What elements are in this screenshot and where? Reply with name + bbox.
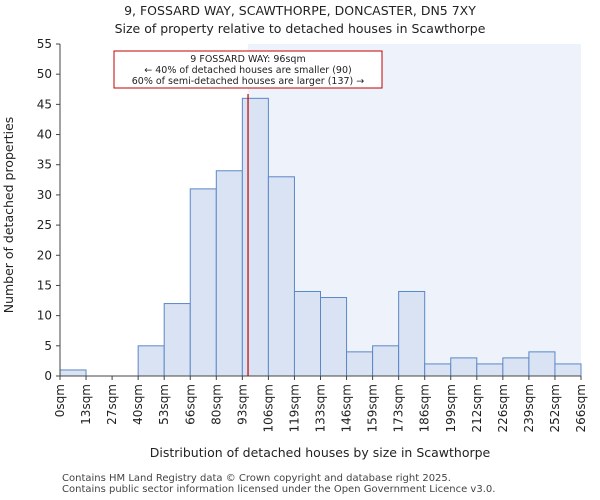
annotation-line-2: ← 40% of detached houses are smaller (90… xyxy=(144,65,351,76)
histogram-chart: 9, FOSSARD WAY, SCAWTHORPE, DONCASTER, D… xyxy=(1,3,588,460)
x-tick-label: 27sqm xyxy=(105,384,119,425)
bar-80sqm xyxy=(215,170,243,377)
x-tick-label: 199sqm xyxy=(444,384,458,432)
x-tick-label: 186sqm xyxy=(418,384,432,432)
x-tick-label: 93sqm xyxy=(235,384,249,425)
footer-line-1: Contains HM Land Registry data © Crown c… xyxy=(62,473,451,484)
y-tick-label: 50 xyxy=(37,67,52,81)
y-tick-label: 35 xyxy=(37,158,52,172)
x-axis-label: Distribution of detached houses by size … xyxy=(150,445,491,460)
bar-173sqm xyxy=(398,290,426,377)
x-tick-label: 133sqm xyxy=(314,384,328,432)
x-tick-label: 80sqm xyxy=(209,384,223,425)
y-tick-label: 0 xyxy=(44,369,52,383)
x-tick-label: 40sqm xyxy=(131,384,145,425)
x-tick-label: 252sqm xyxy=(548,384,562,432)
bar-186sqm xyxy=(424,363,452,377)
chart-subtitle: Size of property relative to detached ho… xyxy=(115,21,486,36)
x-tick-label: 159sqm xyxy=(366,384,380,432)
bar-212sqm xyxy=(476,363,504,377)
y-tick-label: 20 xyxy=(37,248,52,262)
x-tick-label: 53sqm xyxy=(157,384,171,425)
x-tick-label: 106sqm xyxy=(261,384,275,432)
x-tick-label: 173sqm xyxy=(392,384,406,432)
x-tick-label: 226sqm xyxy=(496,384,510,432)
bar-53sqm xyxy=(163,303,191,377)
y-tick-label: 10 xyxy=(37,309,52,323)
y-tick-label: 5 xyxy=(44,339,52,353)
annotation-line-1: 9 FOSSARD WAY: 96sqm xyxy=(190,54,305,65)
bar-146sqm xyxy=(346,351,374,377)
bar-40sqm xyxy=(137,345,165,377)
y-tick-label: 25 xyxy=(37,218,52,232)
x-tick-label: 13sqm xyxy=(79,384,93,425)
bar-93sqm xyxy=(241,97,269,377)
x-tick-label: 146sqm xyxy=(340,384,354,432)
x-tick-label: 266sqm xyxy=(574,384,588,432)
x-tick-label: 239sqm xyxy=(522,384,536,432)
chart-title: 9, FOSSARD WAY, SCAWTHORPE, DONCASTER, D… xyxy=(124,3,476,18)
footer-line-2: Contains public sector information licen… xyxy=(62,484,496,495)
bar-106sqm xyxy=(267,176,295,377)
bar-239sqm xyxy=(528,351,556,377)
bar-0sqm xyxy=(59,369,87,377)
x-tick-label: 0sqm xyxy=(53,384,67,417)
y-tick-label: 15 xyxy=(37,278,52,292)
x-tick-label: 66sqm xyxy=(183,384,197,425)
y-tick-label: 30 xyxy=(37,188,52,202)
x-tick-label: 212sqm xyxy=(470,384,484,432)
y-tick-label: 55 xyxy=(37,37,52,51)
y-tick-label: 40 xyxy=(37,128,52,142)
bar-199sqm xyxy=(450,357,478,377)
y-tick-label: 45 xyxy=(37,97,52,111)
bar-119sqm xyxy=(293,290,322,377)
footer: Contains HM Land Registry data © Crown c… xyxy=(62,473,495,495)
plot-area: 0 5 10 15 20 25 30 35 40 45 50 55 0sqm 13sqm 27sqm 40sq… xyxy=(37,37,588,432)
annotation-line-3: 60% of semi-detached houses are larger (… xyxy=(132,76,365,87)
bar-159sqm xyxy=(372,345,400,377)
bar-133sqm xyxy=(320,297,348,377)
bar-252sqm xyxy=(554,363,582,377)
y-axis-label: Number of detached properties xyxy=(1,117,16,314)
annotation-box xyxy=(113,50,383,89)
bar-226sqm xyxy=(502,357,530,377)
x-tick-label: 119sqm xyxy=(287,384,301,432)
bar-66sqm xyxy=(189,188,217,377)
